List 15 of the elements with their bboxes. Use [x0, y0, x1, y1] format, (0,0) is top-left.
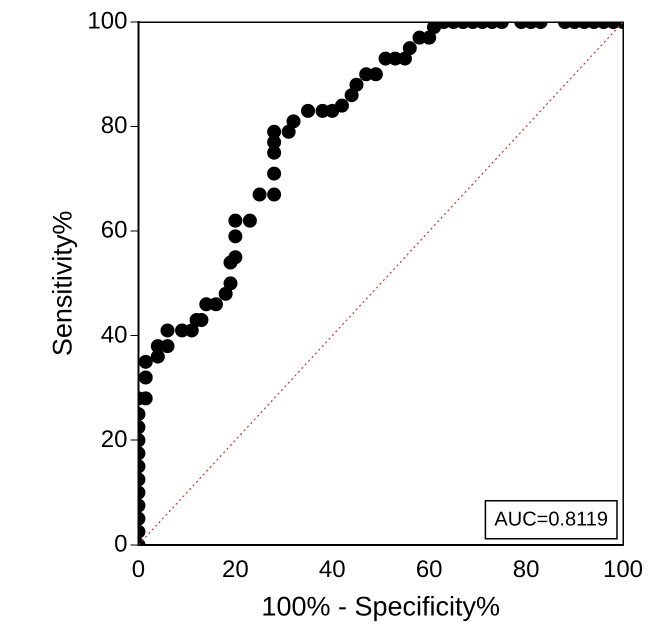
- x-axis-title: 100% - Specificity%: [261, 591, 500, 622]
- x-tick-label: 0: [132, 556, 146, 583]
- y-tick-label: 100: [87, 8, 128, 35]
- x-tick-label: 40: [318, 556, 346, 583]
- annotation: AUC=0.8119: [494, 508, 608, 530]
- x-tick-label: 100: [602, 556, 644, 583]
- y-tick-label: 80: [100, 112, 128, 140]
- y-tick-label: 0: [114, 530, 128, 558]
- x-tick-label: 60: [416, 556, 443, 583]
- x-tick-label: 20: [222, 556, 249, 583]
- y-axis-title: Sensitivity%: [48, 210, 78, 356]
- y-tick-label: 40: [100, 321, 128, 348]
- y-tick-label: 60: [100, 216, 128, 244]
- y-tick-label: 20: [100, 426, 128, 453]
- x-tick-label: 80: [512, 556, 540, 583]
